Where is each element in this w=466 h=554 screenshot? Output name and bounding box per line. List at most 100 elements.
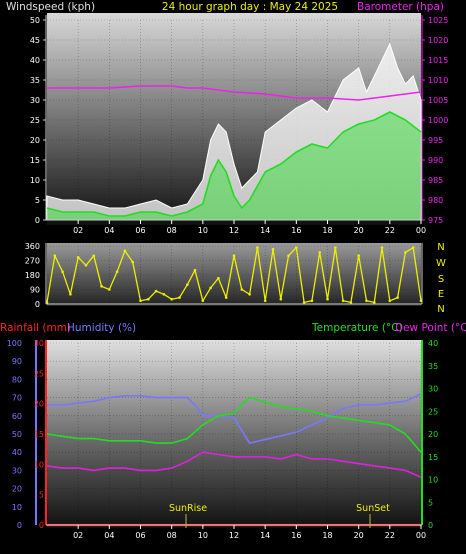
y-tick-label-left: 40 — [30, 56, 40, 65]
direction-point — [115, 270, 119, 274]
direction-point — [310, 299, 314, 303]
x-tick-label: 20 — [354, 531, 364, 540]
y-tick-label-temp: 5 — [428, 498, 433, 507]
direction-point — [380, 246, 384, 249]
direction-point — [100, 285, 103, 288]
direction-point — [341, 299, 345, 303]
y-tick-label-left: 360 — [25, 242, 40, 251]
direction-point — [404, 251, 407, 254]
direction-point — [76, 255, 80, 259]
x-tick-label: 14 — [260, 531, 270, 540]
y-tick-label-right: 985 — [428, 176, 443, 185]
y-tick-label-humidity: 90 — [12, 357, 22, 366]
y-tick-label-right: 1005 — [428, 96, 448, 105]
direction-point — [302, 301, 306, 304]
x-tick-label: 16 — [291, 226, 301, 235]
direction-point — [279, 297, 283, 301]
y-tick-label-left: 0 — [35, 216, 40, 225]
direction-point — [217, 276, 220, 280]
direction-point — [349, 301, 353, 304]
direction-point — [388, 299, 392, 303]
y-tick-label-temp: 0 — [428, 521, 433, 530]
direction-point — [131, 260, 134, 264]
y-tick-label-humidity: 40 — [12, 448, 22, 457]
direction-point — [92, 254, 96, 257]
direction-point — [201, 299, 205, 303]
x-tick-label: 04 — [104, 531, 114, 540]
y-tick-label-left: 180 — [25, 271, 40, 280]
y-tick-label-left: 15 — [30, 156, 40, 165]
direction-axes: 0 90 180 270 360 — [25, 242, 423, 309]
series-temperature — [46, 396, 422, 453]
direction-point — [396, 296, 399, 299]
x-tick-label: 08 — [167, 531, 177, 540]
legend-temperature: Temperature (°C) — [311, 322, 403, 334]
temp-plot-area — [47, 340, 421, 528]
x-tick-label: 20 — [354, 226, 364, 235]
wind-series — [46, 42, 422, 221]
x-tick-label: 02 — [73, 531, 83, 540]
direction-point — [295, 246, 298, 249]
y-tick-label-right: 1015 — [428, 56, 448, 65]
x-tick-label: 18 — [322, 226, 332, 235]
direction-point — [108, 288, 111, 291]
y-tick-label-humidity: 0 — [17, 521, 22, 530]
x-tick-label: 22 — [385, 531, 395, 540]
y-tick-label-rain: 5 — [39, 491, 44, 500]
x-tick-label: 00 — [416, 226, 426, 235]
y-tick-label-temp: 25 — [428, 407, 438, 416]
compass-label: N — [437, 242, 444, 253]
compass-labels: N W S E N — [436, 242, 446, 315]
y-tick-label-temp: 20 — [428, 430, 438, 439]
direction-point — [193, 268, 197, 272]
y-tick-label-humidity: 60 — [12, 412, 22, 421]
x-tick-label: 10 — [198, 531, 208, 540]
y-tick-label-left: 25 — [30, 116, 40, 125]
direction-point — [224, 296, 228, 299]
x-tick-label: 12 — [229, 531, 239, 540]
y-tick-label-temp: 40 — [428, 339, 438, 348]
legend-humidity: Humidity (%) — [67, 322, 136, 334]
direction-series — [45, 246, 423, 304]
direction-point — [373, 301, 376, 304]
y-tick-label-left: 5 — [35, 196, 40, 205]
x-tick-label: 22 — [385, 226, 395, 235]
x-tick-label: 02 — [73, 226, 83, 235]
x-tick-label: 16 — [291, 531, 301, 540]
x-tick-label: 14 — [260, 226, 270, 235]
compass-label: S — [438, 274, 444, 285]
x-tick-label: 08 — [167, 226, 177, 235]
direction-point — [154, 289, 158, 293]
y-tick-label-humidity: 30 — [12, 466, 22, 475]
header-barometer-label: Barometer (hpa) — [357, 1, 444, 13]
direction-point — [209, 286, 212, 290]
direction-point — [357, 254, 361, 257]
direction-point — [271, 247, 275, 251]
direction-point — [318, 251, 322, 254]
direction-point — [186, 283, 189, 287]
y-tick-label-temp: 10 — [428, 476, 438, 485]
y-tick-label-humidity: 50 — [12, 430, 22, 439]
y-tick-label-rain: 10 — [34, 460, 44, 469]
direction-point — [84, 264, 88, 267]
y-tick-label-rain: 0 — [39, 521, 44, 530]
series-wind-gust — [46, 42, 422, 221]
direction-point — [162, 293, 166, 296]
x-tick-label: 10 — [198, 226, 208, 235]
y-tick-label-right: 1025 — [428, 16, 448, 25]
direction-point — [240, 288, 244, 291]
series-barometer — [47, 85, 422, 101]
y-tick-label-left: 50 — [30, 16, 40, 25]
header-windspeed-label: Windspeed (kph) — [6, 1, 95, 13]
y-tick-label-humidity: 80 — [12, 375, 22, 384]
series-wind-avg — [46, 111, 422, 217]
y-tick-label-left: 30 — [30, 96, 40, 105]
y-tick-label-right: 975 — [428, 216, 443, 225]
direction-point — [263, 299, 267, 303]
series-humidity — [47, 393, 422, 444]
direction-plot-area — [47, 243, 421, 306]
y-tick-label-right: 1010 — [428, 76, 448, 85]
y-tick-label-right: 995 — [428, 136, 443, 145]
y-tick-label-right: 1020 — [428, 36, 448, 45]
